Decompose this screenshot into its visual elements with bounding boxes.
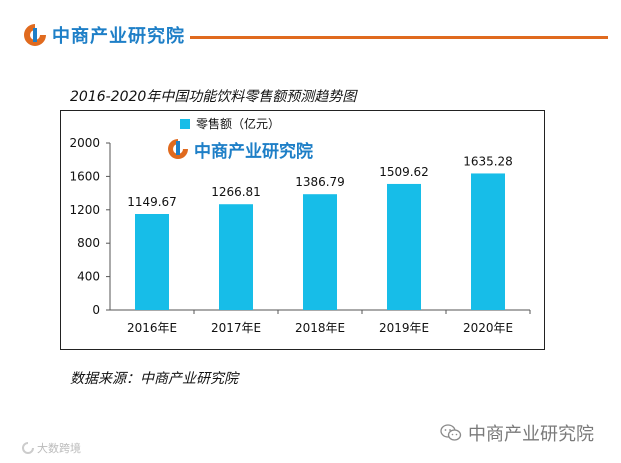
watermark: 大数跨境 <box>22 440 81 456</box>
y-tick-label: 2000 <box>69 136 100 150</box>
header-logo: 中商产业研究院 <box>22 20 185 50</box>
bar <box>471 173 505 310</box>
y-tick-label: 400 <box>77 270 100 284</box>
y-tick-label: 0 <box>92 303 100 317</box>
chart-title: 2016-2020年中国功能饮料零售额预测趋势图 <box>70 89 357 105</box>
footer-brand-name: 中商产业研究院 <box>468 424 594 445</box>
plot-frame <box>60 110 545 350</box>
chart-watermark: 中商产业研究院 <box>168 139 313 162</box>
data-label: 1386.79 <box>295 175 345 189</box>
bar <box>219 204 253 310</box>
data-source: 数据来源：中商产业研究院 <box>70 371 238 387</box>
data-label: 1509.62 <box>379 165 429 179</box>
watermark-logo-bar <box>176 141 180 155</box>
x-tick-label: 2017年E <box>211 321 261 335</box>
data-label: 1149.67 <box>127 195 177 209</box>
footer-brand: 中商产业研究院 <box>440 420 594 446</box>
brand-logo-icon <box>24 24 46 46</box>
header-brand-name: 中商产业研究院 <box>52 26 185 47</box>
wechat-icon <box>440 424 462 441</box>
bar <box>135 214 169 310</box>
watermark-logo-icon <box>168 139 188 159</box>
bar <box>303 194 337 310</box>
data-label: 1266.81 <box>211 185 261 199</box>
legend-label: 零售额（亿元） <box>196 116 280 131</box>
y-tick-label: 1200 <box>69 203 100 217</box>
x-tick-label: 2016年E <box>127 321 177 335</box>
y-tick-label: 1600 <box>69 169 100 183</box>
x-tick-label: 2018年E <box>295 321 345 335</box>
watermark-logo-icon <box>22 442 34 454</box>
x-tick-label: 2019年E <box>379 321 429 335</box>
y-tick-label: 800 <box>77 236 100 250</box>
chart-watermark-text: 中商产业研究院 <box>194 141 313 162</box>
data-label: 1635.28 <box>463 154 513 168</box>
header-divider <box>190 36 608 39</box>
x-tick-label: 2020年E <box>463 321 513 335</box>
watermark-text: 大数跨境 <box>37 442 81 455</box>
bar <box>387 183 421 310</box>
legend-swatch <box>180 119 190 129</box>
